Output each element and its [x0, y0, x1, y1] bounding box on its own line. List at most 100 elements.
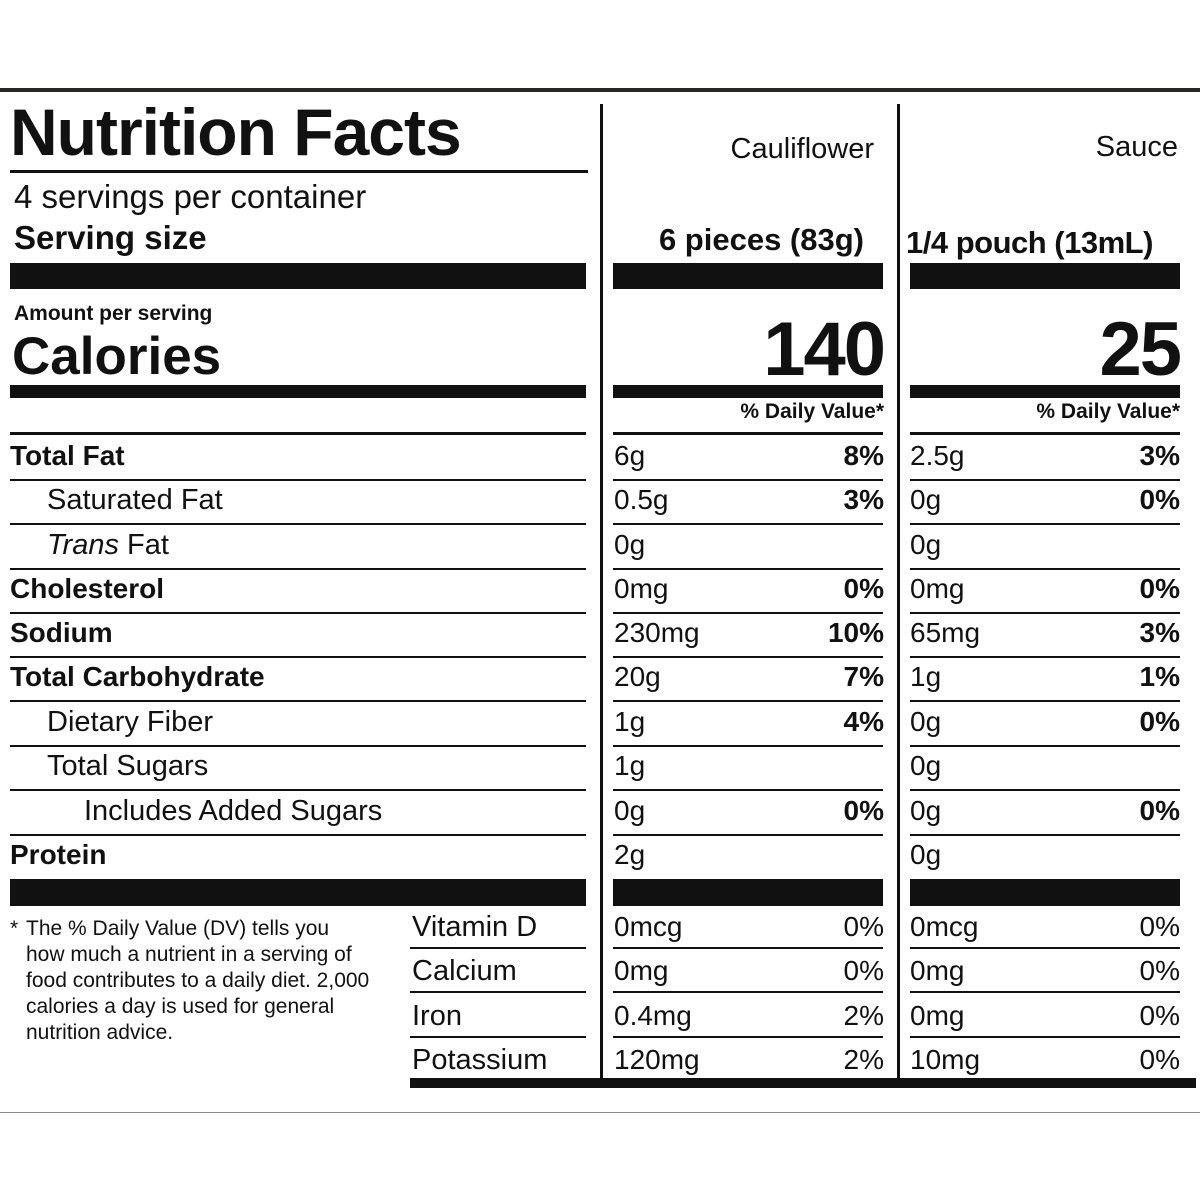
- nutrient-amount: 1g: [910, 661, 942, 692]
- nutrient-dv: 1%: [1139, 661, 1180, 692]
- micronutrient-dv: 2%: [843, 1044, 884, 1075]
- thick-bar-serving: [10, 263, 586, 289]
- nutrient-amount: 0mg: [614, 573, 669, 604]
- title-rule: [10, 170, 588, 173]
- nutrient-amount: 0mg: [910, 573, 965, 604]
- top-border: [0, 88, 1200, 92]
- micro-rule-sauce: [910, 1036, 1180, 1038]
- micronutrient-label: Calcium: [412, 955, 517, 987]
- nutrition-label-panel: [0, 92, 1200, 1113]
- row-rule-cauliflower: [613, 479, 883, 481]
- nutrient-amount: 0g: [614, 795, 646, 826]
- nutrient-label: Protein: [10, 839, 106, 871]
- row-rule: [10, 523, 586, 525]
- column-name-sauce: Sauce: [1095, 131, 1178, 163]
- nutrient-dv: 3%: [1139, 617, 1180, 648]
- thick-bar-protein-sauce: [910, 879, 1180, 906]
- nutrient-label-text: Cholesterol: [10, 573, 165, 604]
- nutrient-label: Dietary Fiber: [47, 706, 213, 739]
- nutrient-dv: 3%: [1139, 440, 1180, 471]
- row-rule: [10, 789, 586, 791]
- nutrient-label-text: Includes Added Sugars: [84, 795, 383, 827]
- micronutrient-amount: 10mg: [910, 1044, 981, 1075]
- nutrient-dv: 0%: [1139, 706, 1180, 737]
- row-rule-cauliflower: [613, 700, 883, 702]
- row-rule-sauce: [910, 432, 1180, 435]
- row-rule-cauliflower: [613, 612, 883, 614]
- servings-per-container: 4 servings per container: [14, 178, 367, 215]
- nutrient-amount: 1g: [614, 750, 646, 781]
- row-rule-cauliflower: [613, 568, 883, 570]
- micronutrient-dv: 0%: [843, 955, 884, 986]
- micro-rule: [410, 947, 586, 949]
- footnote: * The % Daily Value (DV) tells you how m…: [10, 916, 370, 1046]
- nutrient-label: Trans Fat: [47, 529, 169, 562]
- row-rule-sauce: [910, 612, 1180, 614]
- serving-size-cauliflower: 6 pieces (83g): [658, 222, 864, 257]
- dv-header-cauliflower: % Daily Value*: [740, 400, 884, 423]
- calories-label: Calories: [12, 327, 222, 386]
- nutrient-label: Cholesterol: [10, 573, 164, 605]
- micronutrient-dv: 0%: [1139, 911, 1180, 942]
- micronutrient-dv: 0%: [843, 911, 884, 942]
- nutrient-label: Total Fat: [10, 440, 125, 472]
- bottom-bar: [410, 1078, 1196, 1088]
- medium-bar-calories-sauce: [910, 385, 1180, 398]
- row-rule-sauce: [910, 523, 1180, 525]
- nutrient-label-text: Total Sugars: [47, 750, 209, 782]
- column-divider-1: [600, 104, 603, 1080]
- nutrient-dv: 0%: [1139, 795, 1180, 826]
- nutrient-label-text: Saturated Fat: [47, 484, 223, 516]
- nutrient-amount: 6g: [614, 440, 646, 471]
- nutrient-amount: 0g: [910, 529, 942, 560]
- micronutrient-label: Vitamin D: [412, 911, 538, 943]
- row-rule-sauce: [910, 745, 1180, 747]
- row-rule: [10, 568, 586, 570]
- nutrient-dv: 8%: [843, 440, 884, 471]
- row-rule-cauliflower: [613, 834, 883, 836]
- nutrient-dv: 0%: [843, 573, 884, 604]
- nutrient-label-text: Trans: [47, 529, 119, 561]
- nutrient-label: Saturated Fat: [47, 484, 223, 517]
- nutrient-amount: 0g: [910, 795, 942, 826]
- nutrient-dv: 3%: [843, 484, 884, 515]
- micronutrient-dv: 0%: [1139, 1044, 1180, 1075]
- micro-rule-cauliflower: [613, 1036, 883, 1038]
- nutrient-amount: 65mg: [910, 617, 981, 648]
- row-rule: [10, 834, 586, 836]
- nutrient-label-text: Dietary Fiber: [47, 706, 213, 738]
- nutrient-label-text: Sodium: [10, 617, 113, 648]
- nutrient-label-suffix: Fat: [118, 529, 169, 561]
- row-rule: [10, 432, 586, 435]
- nutrient-amount: 20g: [614, 661, 661, 692]
- micronutrient-amount: 0mg: [910, 955, 965, 986]
- micronutrient-amount: 0mg: [614, 955, 669, 986]
- micronutrient-dv: 2%: [843, 1000, 884, 1031]
- row-rule: [10, 745, 586, 747]
- dv-header-sauce: % Daily Value*: [1036, 400, 1180, 423]
- micronutrient-label: Potassium: [412, 1044, 548, 1076]
- nutrient-dv: 0%: [843, 795, 884, 826]
- row-rule-cauliflower: [613, 745, 883, 747]
- medium-bar-calories: [10, 385, 586, 398]
- row-rule-sauce: [910, 834, 1180, 836]
- nutrient-amount: 0g: [910, 839, 942, 870]
- nutrient-label: Total Carbohydrate: [10, 661, 265, 693]
- serving-size-label: Serving size: [14, 219, 207, 256]
- row-rule-cauliflower: [613, 432, 883, 435]
- label-title: Nutrition Facts: [10, 95, 462, 169]
- row-rule-sauce: [910, 479, 1180, 481]
- nutrient-dv: 4%: [843, 706, 884, 737]
- amount-per-serving: Amount per serving: [14, 302, 213, 325]
- micronutrient-amount: 0.4mg: [614, 1000, 692, 1031]
- footnote-star: *: [10, 917, 19, 940]
- footnote-text: The % Daily Value (DV) tells you how muc…: [26, 917, 370, 1044]
- micro-rule: [410, 1036, 586, 1038]
- calories-value-sauce: 25: [1099, 307, 1182, 392]
- row-rule: [10, 479, 586, 481]
- nutrient-label: Sodium: [10, 617, 113, 649]
- row-rule-sauce: [910, 568, 1180, 570]
- calories-value-cauliflower: 140: [763, 307, 886, 392]
- nutrient-label: Includes Added Sugars: [84, 795, 382, 828]
- nutrient-label-text: Total Fat: [10, 440, 125, 471]
